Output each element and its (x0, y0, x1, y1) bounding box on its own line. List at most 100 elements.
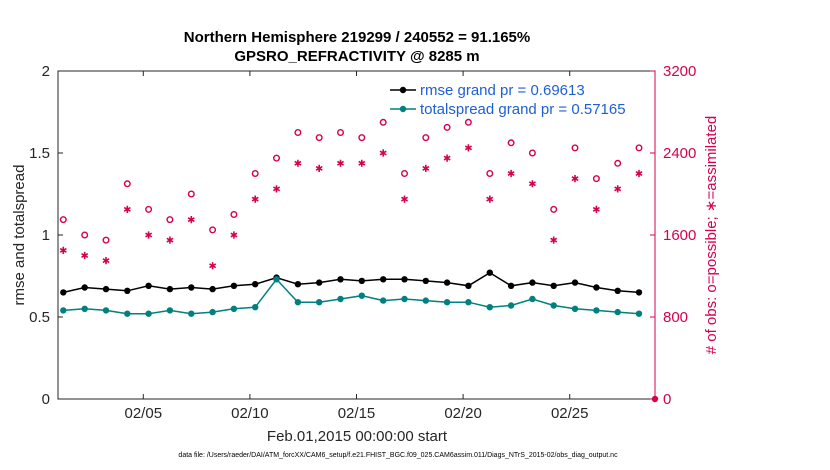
series-rmse (60, 269, 643, 296)
data-point (252, 304, 259, 311)
data-point (529, 279, 536, 286)
obs-possible-point (592, 175, 600, 183)
obs-assimilated-point (273, 185, 281, 193)
data-point (124, 287, 131, 294)
y-left-tick-label: 0 (42, 391, 50, 408)
data-point (81, 305, 88, 312)
data-point (102, 307, 110, 314)
obs-assimilated-point (187, 216, 195, 224)
data-point (188, 284, 195, 291)
data-point (593, 284, 600, 291)
data-point (550, 302, 557, 309)
obs-possible-point (145, 205, 153, 213)
obs-possible-point (294, 128, 302, 136)
obs-assimilated-point (400, 195, 409, 203)
data-point (230, 305, 238, 312)
data-point (358, 277, 365, 285)
obs-assimilated-point (81, 251, 89, 260)
y-right-tick-label: 1600 (663, 227, 696, 244)
obs-possible-point (123, 180, 131, 188)
data-point (316, 299, 323, 306)
obs-possible-point (486, 169, 494, 177)
legend-label-spread: totalspread grand pr = 0.57165 (420, 101, 626, 118)
data-point (465, 299, 472, 306)
obs-possible-point (166, 216, 174, 224)
data-point (294, 299, 302, 306)
obs-possible-point (251, 169, 259, 177)
data-point (614, 287, 621, 294)
y-right-tick-label: 2400 (663, 145, 696, 162)
series-totalspread (60, 276, 643, 317)
data-point (380, 297, 387, 304)
data-point (422, 277, 429, 285)
obs-possible-point (59, 216, 67, 224)
obs-assimilated-point (102, 257, 110, 265)
obs-assimilated-point (294, 159, 302, 167)
series-possible (59, 118, 643, 244)
obs-assimilated-point (251, 195, 259, 203)
data-point (209, 285, 216, 293)
obs-possible-point (81, 231, 89, 239)
obs-possible-point (315, 134, 323, 142)
data-point (571, 305, 579, 312)
data-point (571, 279, 579, 286)
obs-assimilated-point (528, 180, 536, 188)
y-right-tick-label: 0 (663, 391, 671, 408)
series-line (63, 271, 640, 294)
data-point (230, 282, 238, 289)
obs-assimilated-point (443, 154, 451, 162)
data-point (166, 307, 174, 314)
obs-assimilated-point (59, 246, 67, 254)
series-line (63, 278, 640, 315)
obs-assimilated-point (571, 175, 579, 183)
obs-possible-point (337, 128, 345, 136)
data-point (486, 304, 493, 311)
data-point (635, 289, 643, 296)
y-axis-right-label: # of obs: o=possible; ∗=assimilated (703, 116, 720, 355)
data-point (507, 302, 515, 309)
obs-possible-point (464, 118, 472, 126)
chart-title-line2: GPSRO_REFRACTIVITY @ 8285 m (234, 48, 479, 65)
y-left-tick-label: 1 (42, 227, 50, 244)
obs-possible-point (187, 190, 195, 198)
data-point (166, 285, 174, 293)
x-tick-label: 02/10 (231, 405, 269, 422)
x-tick-label: 02/05 (125, 405, 163, 422)
data-point (443, 299, 451, 306)
chart-title-line1: Northern Hemisphere 219299 / 240552 = 91… (184, 29, 530, 46)
obs-possible-point (635, 144, 643, 152)
obs-possible-point (379, 118, 387, 126)
plot-area (59, 118, 659, 403)
obs-possible-point (358, 134, 366, 142)
data-point (102, 285, 110, 293)
data-point (337, 276, 344, 283)
data-point (81, 284, 88, 291)
obs-possible-point (507, 139, 515, 147)
legend-marker-rmse (399, 86, 407, 94)
obs-assimilated-point (166, 236, 174, 244)
legend: rmse grand pr = 0.69613 totalspread gran… (390, 82, 626, 118)
y-left-tick-label: 0.5 (29, 309, 50, 326)
obs-assimilated-point (464, 144, 472, 152)
obs-assimilated-point (592, 205, 600, 213)
y-axis-left: 0 0.5 1 1.5 2 (29, 63, 63, 408)
obs-assimilated-point (614, 185, 622, 193)
obs-possible-point (528, 149, 536, 157)
obs-assimilated-point (336, 159, 345, 167)
data-point (60, 307, 67, 314)
obs-assimilated-point (379, 149, 387, 157)
data-point (401, 276, 408, 283)
obs-possible-point (102, 236, 110, 244)
y-left-tick-label: 2 (42, 63, 50, 80)
obs-possible-point (443, 123, 451, 131)
x-axis: 02/05 02/10 02/15 02/20 02/25 (125, 71, 588, 422)
obs-assimilated-point (209, 262, 217, 270)
data-point (401, 295, 408, 303)
obs-possible-point (401, 169, 409, 177)
data-point (422, 297, 429, 304)
data-point (252, 281, 259, 288)
data-point (593, 307, 600, 314)
data-point (145, 310, 152, 317)
obs-possible-point (209, 226, 217, 234)
